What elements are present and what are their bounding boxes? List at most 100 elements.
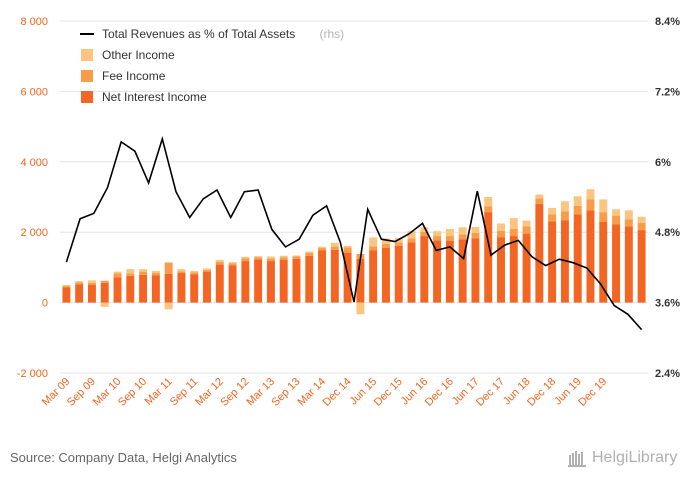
other-incomebar	[343, 245, 352, 248]
net-interest-incomebar	[139, 274, 148, 303]
x-tick-label: Sep 09	[65, 376, 98, 409]
other-incomebar	[228, 262, 237, 264]
y-right-tick-label: 7.2%	[655, 86, 680, 98]
y-right-tick-label: 6%	[655, 157, 671, 169]
other-incomebar	[330, 242, 339, 247]
net-interest-incomebar	[330, 249, 339, 303]
net-interest-incomebar	[215, 264, 224, 303]
fee-incomebar	[445, 236, 454, 241]
other-incomebar	[381, 238, 390, 244]
legend-label: Net Interest Income	[102, 90, 207, 104]
fee-incomebar	[586, 199, 595, 211]
fee-incomebar	[535, 198, 544, 205]
net-interest-incomebar	[177, 273, 186, 303]
other-incomebar	[151, 270, 160, 274]
net-interest-incomebar	[279, 259, 288, 303]
fee-incomebar	[573, 205, 582, 215]
net-interest-incomebar	[164, 273, 173, 303]
fee-incomebar	[126, 273, 135, 276]
fee-incomebar	[394, 242, 403, 246]
chart-canvas: -2 000 2.4% 0 3.6% 2 000 4.8% 4 000 6% 6 000 7.2%…	[17, 16, 680, 409]
other-incomebar	[612, 209, 621, 216]
fee-incomebar	[75, 282, 84, 285]
net-interest-incomebar	[292, 258, 301, 303]
y-left-tick-label: 4 000	[20, 157, 48, 169]
net-interest-incomebar	[586, 210, 595, 303]
other-incomebar	[190, 270, 199, 273]
net-interest-incomebar	[318, 250, 327, 303]
other-incomebar	[113, 271, 122, 274]
net-interest-incomebar	[624, 226, 633, 303]
net-interest-incomebar	[407, 242, 416, 303]
other-incomebar	[458, 227, 467, 235]
net-interest-incomebar	[228, 265, 237, 303]
net-interest-incomebar	[266, 261, 275, 303]
fee-incomebar	[151, 273, 160, 276]
net-interest-incomebar	[100, 282, 109, 303]
other-incomebar	[637, 216, 646, 223]
other-incomebar	[535, 194, 544, 199]
fee-incomebar	[241, 258, 250, 262]
other-incomebar	[266, 256, 275, 259]
y-right-tick-label: 4.8%	[655, 227, 680, 239]
net-interest-incomebar	[612, 224, 621, 303]
y-left-tick-label: 2 000	[20, 227, 48, 239]
net-interest-incomebar	[190, 274, 199, 303]
other-incomebar	[203, 268, 211, 270]
fee-incomebar	[509, 229, 518, 237]
other-incomebar	[62, 285, 71, 287]
other-incomebar	[586, 189, 595, 200]
net-interest-incomebar	[151, 275, 160, 303]
net-interest-incomebar	[305, 255, 314, 303]
net-interest-incomebar	[573, 214, 582, 303]
net-interest-incomebar	[599, 221, 608, 303]
other-incomebar	[356, 302, 365, 315]
fee-incomebar	[113, 273, 122, 278]
library-icon	[568, 451, 586, 467]
other-incomebar	[215, 260, 224, 262]
fee-incomebar	[599, 212, 608, 222]
legend-swatch	[81, 49, 93, 61]
legend-swatch	[81, 70, 93, 82]
net-interest-incomebar	[637, 230, 646, 303]
fee-incomebar	[484, 206, 493, 213]
other-incomebar	[369, 237, 378, 247]
x-tick-label: Sep 12	[218, 376, 251, 409]
fee-incomebar	[458, 234, 467, 240]
other-incomebar	[318, 246, 327, 249]
other-incomebar	[548, 207, 557, 215]
x-tick-label: Dec 17	[474, 376, 507, 409]
fee-incomebar	[87, 282, 96, 285]
other-incomebar	[573, 196, 582, 206]
net-interest-incomebar	[113, 277, 122, 303]
legend-label: Fee Income	[102, 69, 166, 83]
net-interest-incomebar	[445, 240, 454, 303]
fee-incomebar	[624, 219, 633, 227]
x-tick-label: Dec 14	[321, 376, 354, 409]
other-incomebar	[305, 251, 314, 253]
net-interest-incomebar	[381, 247, 390, 303]
legend-label: Total Revenues as % of Total Assets	[102, 27, 295, 41]
other-incomebar	[292, 255, 301, 257]
other-incomebar	[497, 223, 505, 231]
other-incomebar	[599, 199, 608, 213]
other-incomebar	[126, 269, 135, 274]
net-interest-incomebar	[87, 285, 96, 303]
fee-incomebar	[292, 256, 301, 259]
net-interest-incomebar	[509, 236, 518, 303]
net-interest-incomebar	[241, 261, 250, 303]
fee-incomebar	[203, 269, 211, 272]
other-incomebar	[433, 231, 442, 237]
other-incomebar	[509, 218, 518, 230]
other-incomebar	[624, 210, 633, 220]
y-right-tick-label: 2.4%	[655, 368, 680, 380]
net-interest-incomebar	[433, 240, 442, 303]
fee-incomebar	[560, 211, 569, 221]
x-tick-label: Dec 18	[525, 376, 558, 409]
fee-incomebar	[215, 261, 224, 265]
x-tick-label: Dec 16	[423, 376, 456, 409]
other-incomebar	[241, 256, 250, 259]
other-incomebar	[560, 201, 569, 212]
other-incomebar	[445, 229, 454, 237]
y-left-tick-label: 6 000	[20, 86, 48, 98]
